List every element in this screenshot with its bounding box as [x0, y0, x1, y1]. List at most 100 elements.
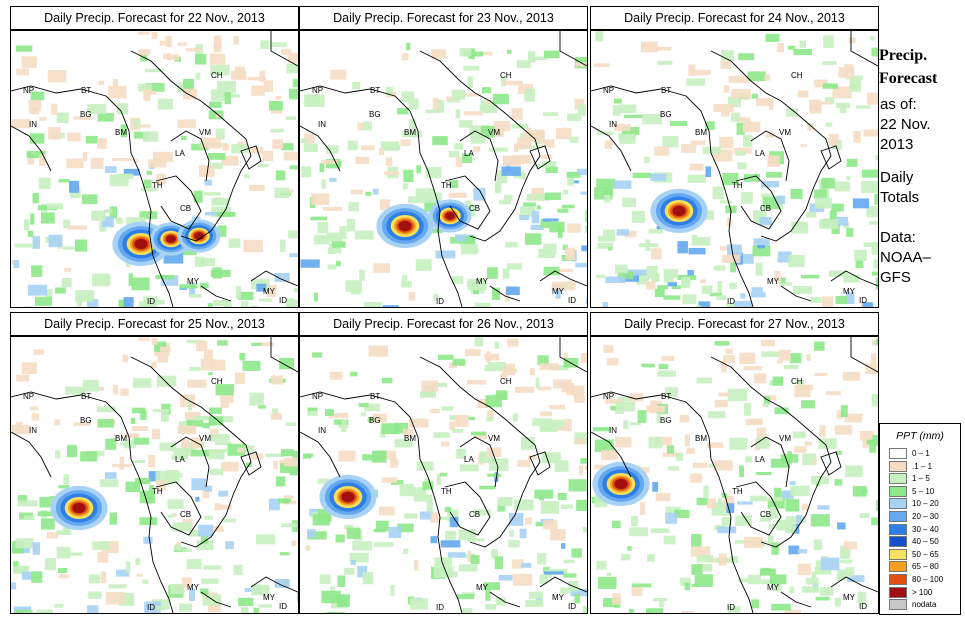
rain-cell: [789, 481, 796, 485]
rain-cell: [781, 490, 793, 499]
rain-cell: [580, 352, 587, 363]
rain-cell: [313, 292, 318, 302]
rain-cell: [39, 496, 51, 508]
rain-cell: [397, 523, 414, 533]
legend-item: > 100: [889, 586, 957, 598]
rain-cell: [403, 428, 414, 437]
legend-label: 65 – 80: [912, 562, 939, 572]
rain-cell: [740, 293, 746, 299]
rain-cell: [99, 479, 119, 487]
rain-cell: [861, 180, 878, 193]
rain-cell: [696, 377, 712, 384]
rain-cell: [786, 516, 806, 523]
rain-cell: [364, 403, 381, 412]
coastline: [529, 451, 551, 476]
rain-cell: [233, 36, 239, 45]
rain-cell: [719, 136, 734, 149]
legend-item: 10 – 20: [889, 498, 957, 510]
rain-cell: [146, 170, 152, 175]
legend-item: 1 – 5: [889, 473, 957, 485]
country-label: NP: [312, 86, 323, 95]
rain-cell: [215, 128, 225, 140]
rain-cell: [759, 216, 772, 225]
rain-cell: [382, 305, 399, 307]
rain-cell: [511, 559, 524, 569]
rain-cell: [852, 198, 870, 209]
rain-cell: [430, 536, 438, 544]
rain-cell: [54, 419, 61, 426]
rain-cell: [657, 60, 673, 65]
rain-cell: [286, 63, 298, 74]
rain-cell: [307, 531, 327, 540]
rain-cell: [223, 518, 236, 523]
rain-cell: [604, 141, 612, 149]
rain-cell: [721, 111, 730, 117]
rain-cell: [465, 235, 476, 245]
rain-cell: [403, 169, 414, 183]
country-label: NP: [312, 392, 323, 401]
rain-cell: [63, 474, 70, 485]
rain-cell: [729, 437, 748, 450]
rain-cell: [846, 158, 858, 167]
rain-cell: [777, 251, 792, 263]
rain-cell: [423, 228, 444, 234]
rain-cell: [756, 437, 770, 449]
rain-cell: [519, 215, 530, 221]
rain-cell: [448, 180, 459, 189]
rain-cell: [26, 150, 46, 159]
rain-cell: [97, 551, 109, 563]
rain-cell: [811, 571, 817, 582]
coastline: [489, 285, 521, 302]
rain-cell: [563, 559, 575, 564]
rain-cell: [690, 473, 703, 483]
rain-cell: [260, 40, 270, 50]
rain-cell: [723, 354, 735, 363]
rain-cell: [819, 219, 839, 229]
rain-cell: [522, 145, 542, 149]
coastline: [240, 451, 262, 476]
legend-item: 0 – 1: [889, 448, 957, 459]
rain-cell: [501, 363, 515, 376]
rain-cell: [767, 155, 780, 167]
rain-cell: [836, 410, 844, 419]
rain-cell: [605, 399, 624, 404]
rain-cell: [543, 50, 560, 59]
coastline: [300, 85, 463, 307]
rain-cell: [487, 473, 502, 477]
rain-cell: [209, 53, 226, 65]
rain-cell: [568, 479, 587, 492]
rain-cell: [128, 273, 133, 286]
rain-cell: [582, 605, 587, 613]
rain-cell: [448, 192, 467, 199]
rain-cell: [550, 529, 566, 541]
rain-cell: [575, 62, 587, 67]
legend-swatch: [889, 574, 907, 585]
country-label: MY: [263, 287, 276, 296]
country-label: MY: [552, 593, 565, 602]
rain-cell: [433, 432, 450, 438]
rain-cell: [691, 583, 699, 588]
country-label: TH: [732, 487, 743, 496]
rain-cell: [200, 282, 209, 289]
rain-cell: [470, 431, 486, 436]
rain-cell: [221, 461, 239, 472]
country-label: LA: [464, 455, 474, 464]
rain-cell: [494, 556, 503, 570]
rain-cell: [265, 453, 285, 457]
rain-cell: [419, 511, 433, 520]
rain-cell: [138, 31, 150, 35]
coastline: [735, 481, 782, 536]
rain-cell: [741, 192, 753, 204]
rain-cell: [708, 558, 722, 563]
rain-cell: [186, 419, 204, 427]
rain-cell: [690, 546, 711, 557]
rain-cell: [204, 211, 225, 216]
rain-cell: [797, 563, 811, 576]
rain-cell: [835, 295, 848, 305]
rain-cell: [118, 299, 127, 307]
rain-cell: [826, 391, 841, 396]
rain-cell: [646, 608, 664, 613]
rain-cell: [228, 238, 241, 248]
coastline: [419, 356, 541, 548]
rain-cell: [470, 133, 486, 144]
